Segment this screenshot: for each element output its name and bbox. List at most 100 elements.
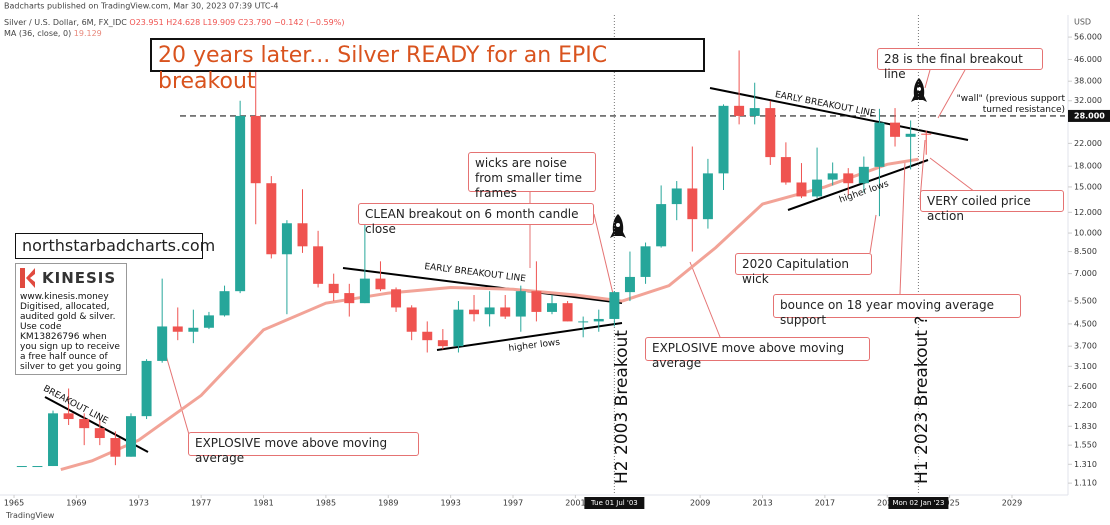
candle-body [624,276,635,293]
title: 20 years later... Silver READY for an EP… [150,38,705,94]
candle-body [48,413,59,467]
y-tick-label: 5.500 [1074,297,1097,306]
annotation: H2 2003 Breakout [612,330,632,484]
x-tick-label: 2013 [752,499,772,508]
candle-body [874,122,885,167]
y-tick-label: 2.200 [1074,401,1097,410]
candle-body [203,315,214,328]
connector [162,344,191,439]
y-tick-label: 2.600 [1074,382,1097,391]
ohlc-low: L19.909 [202,18,236,27]
candle-body [812,179,823,197]
x-tick-label: 1969 [66,499,86,508]
candle-body [313,246,324,284]
ohlc-change: −0.142 (−0.59%) [273,18,345,27]
candle-body [843,173,854,184]
candle-body [671,188,682,205]
ohlc-open: O23.951 [129,18,164,27]
candle-body [734,105,745,116]
connector [937,69,966,119]
y-tick-label: 18.000 [1074,162,1102,171]
candle-body [422,331,433,341]
candle-body [640,246,651,277]
y-tick-label: 56.000 [1074,33,1102,42]
sponsor-text: www.kinesis.money Digitised, allocated, … [20,292,122,372]
symbol-line: Silver / U.S. Dollar, 6M, FX_IDC O23.951… [4,18,344,27]
candle-body [749,108,760,116]
candle-body [250,115,261,184]
annotation: EXPLOSIVE move above moving average [645,337,870,370]
y-tick-label: 10.000 [1074,229,1102,238]
site: northstarbadcharts.com [15,233,215,259]
marker-label: Mon 02 Jan '23 [892,499,944,507]
x-tick-label: 1965 [4,499,24,508]
y-tick-label: 3.100 [1074,362,1097,371]
candle-body [469,309,480,315]
connector [929,157,976,193]
x-tick-label: 2025 [939,499,959,508]
reference-label: 28.000 [1074,111,1105,120]
y-tick-label: 1.310 [1074,460,1097,469]
candle-body [344,293,355,304]
annotation: 28 is the final breakout line [877,48,1043,81]
y-tick-label: 15.000 [1074,182,1102,191]
ohlc-close: C23.790 [237,18,272,27]
candle-body [63,413,74,420]
x-tick-label: 1985 [316,499,336,508]
y-tick-label: 12.000 [1074,208,1102,217]
x-tick-label: 1993 [440,499,460,508]
footer: TradingView [6,511,55,520]
x-tick-label: 1973 [129,499,149,508]
candle-body [328,283,339,294]
y-tick-label: 32.000 [1074,96,1102,105]
candle-body [391,289,402,308]
candle-body [890,122,901,137]
marker-label: Tue 01 Jul '03 [590,499,638,507]
y-tick-label: 8.500 [1074,247,1097,256]
sponsor-box: KINESIS www.kinesis.money Digitised, all… [15,263,127,375]
candle-body [500,307,511,317]
sponsor-logo: KINESIS [20,268,122,288]
candle-body [453,309,464,347]
candle-body [515,291,526,317]
candle-body [406,307,417,332]
connector [689,261,721,338]
candle-body [484,307,495,315]
candle-body [718,105,729,174]
candle-body [765,108,776,158]
rocket [610,214,626,238]
x-tick-label: 2017 [815,499,835,508]
trend-line [436,322,623,351]
candle-body [235,115,246,292]
annotation: "wall" (previous support turned resistan… [956,94,1065,115]
y-tick-label: 46.000 [1074,55,1102,64]
candle-body [266,183,277,255]
candle-body [905,133,916,137]
x-tick-label: 2021 [877,499,897,508]
candle-body [780,157,791,183]
candle-body [531,291,542,312]
ma-label: MA (36, close, 0) [4,29,72,38]
connector [593,213,615,299]
trend-line [342,267,623,304]
ohlc-high: H24.628 [166,18,201,27]
candle-body [593,318,604,322]
candle-body [94,428,105,439]
candle-body [921,133,932,135]
currency: USD [1074,18,1091,27]
candle-body [188,327,199,332]
x-tick-label: 2029 [1002,499,1022,508]
candle-body [578,321,589,323]
publisher: Badcharts published on TradingView.com, … [4,2,279,11]
sponsor-icon [20,268,35,288]
candle-body [359,278,370,304]
annotation: 2020 Capitulation wick [735,253,872,286]
annotation: bounce on 18 year moving average support [773,294,1021,327]
moving-average [60,157,919,472]
ma-line: MA (36, close, 0) 19.129 [4,29,102,38]
candle-body [562,303,573,322]
candle-body [609,292,620,319]
x-tick-label: 2001 [565,499,585,508]
candle-body [172,326,183,332]
